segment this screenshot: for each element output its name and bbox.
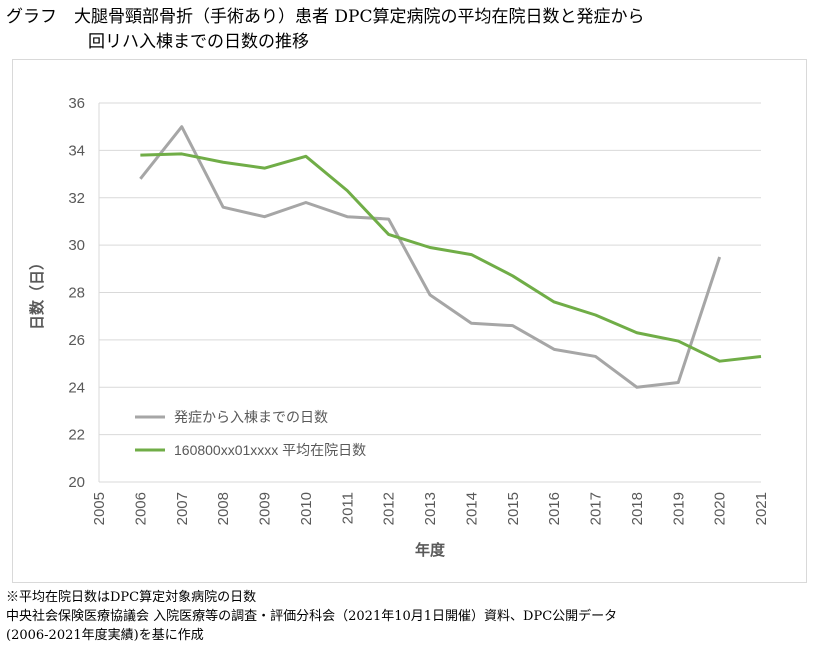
source-note-period: (2006-2021年度実績)を基に作成 <box>6 628 204 643</box>
x-tick-label: 2011 <box>339 492 356 524</box>
y-tick-label: 34 <box>68 142 85 159</box>
x-tick-label: 2016 <box>546 492 563 525</box>
y-axis-title: 日数（日） <box>28 255 46 330</box>
y-tick-label: 24 <box>68 379 85 396</box>
y-tick-label: 22 <box>68 427 85 444</box>
x-tick-label: 2021 <box>753 492 770 525</box>
x-tick-label: 2017 <box>588 492 605 525</box>
x-tick-label: 2020 <box>712 492 729 525</box>
x-tick-label: 2018 <box>629 492 646 525</box>
y-tick-label: 36 <box>68 95 85 112</box>
x-tick-label: 2005 <box>91 492 108 525</box>
source-note: 中央社会保険医療協議会 入院医療等の調査・評価分科会（2021年10月1日開催）… <box>6 609 618 624</box>
footnote: ※平均在院日数はDPC算定対象病院の日数 <box>6 590 257 605</box>
x-tick-label: 2010 <box>298 492 315 525</box>
series-line-0 <box>139 125 722 389</box>
x-tick-label: 2006 <box>132 492 149 525</box>
x-tick-label: 2014 <box>463 492 480 525</box>
y-tick-label: 26 <box>68 332 85 349</box>
y-tick-label: 20 <box>68 474 85 491</box>
chart-frame <box>12 59 807 583</box>
chart-title-line2: 回リハ入棟までの日数の推移 <box>88 32 309 52</box>
legend-label-1: 160800xx01xxxx 平均在院日数 <box>174 442 366 458</box>
x-tick-label: 2007 <box>174 492 191 525</box>
x-tick-label: 2008 <box>215 492 232 525</box>
y-tick-label: 30 <box>68 237 85 254</box>
x-axis-title: 年度 <box>415 541 446 559</box>
legend-label-0: 発症から入棟までの日数 <box>174 409 328 425</box>
y-tick-label: 32 <box>68 190 85 207</box>
x-tick-label: 2013 <box>422 492 439 525</box>
x-tick-label: 2009 <box>257 492 274 525</box>
x-tick-label: 2019 <box>670 492 687 525</box>
x-tick-label: 2015 <box>505 492 522 525</box>
x-tick-label: 2012 <box>381 492 398 525</box>
chart-title-line1: グラフ 大腿骨頸部骨折（手術あり）患者 DPC算定病院の平均在院日数と発症から <box>6 7 645 27</box>
series-line-1 <box>140 152 762 363</box>
y-tick-label: 28 <box>68 285 85 302</box>
